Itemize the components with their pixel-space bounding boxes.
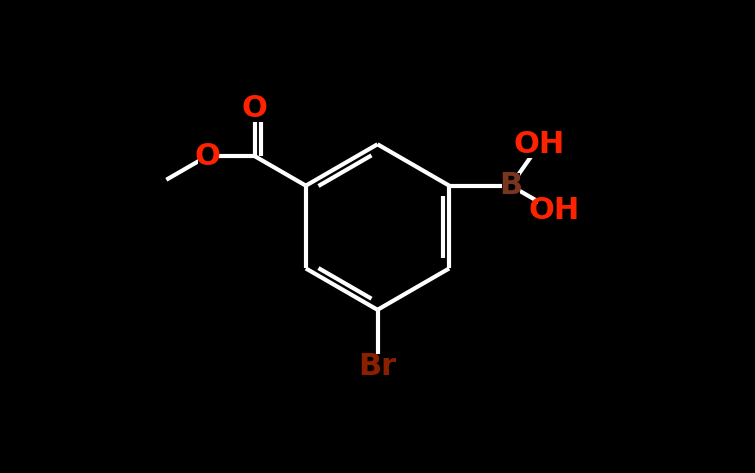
FancyBboxPatch shape bbox=[362, 353, 393, 379]
FancyBboxPatch shape bbox=[501, 173, 519, 199]
Text: O: O bbox=[242, 94, 267, 123]
FancyBboxPatch shape bbox=[199, 143, 216, 169]
FancyBboxPatch shape bbox=[538, 197, 569, 223]
Text: B: B bbox=[499, 171, 522, 200]
Text: O: O bbox=[194, 141, 220, 171]
FancyBboxPatch shape bbox=[245, 96, 263, 122]
Text: OH: OH bbox=[513, 131, 565, 159]
FancyBboxPatch shape bbox=[523, 132, 555, 158]
Text: Br: Br bbox=[359, 352, 396, 381]
Text: OH: OH bbox=[528, 196, 579, 225]
